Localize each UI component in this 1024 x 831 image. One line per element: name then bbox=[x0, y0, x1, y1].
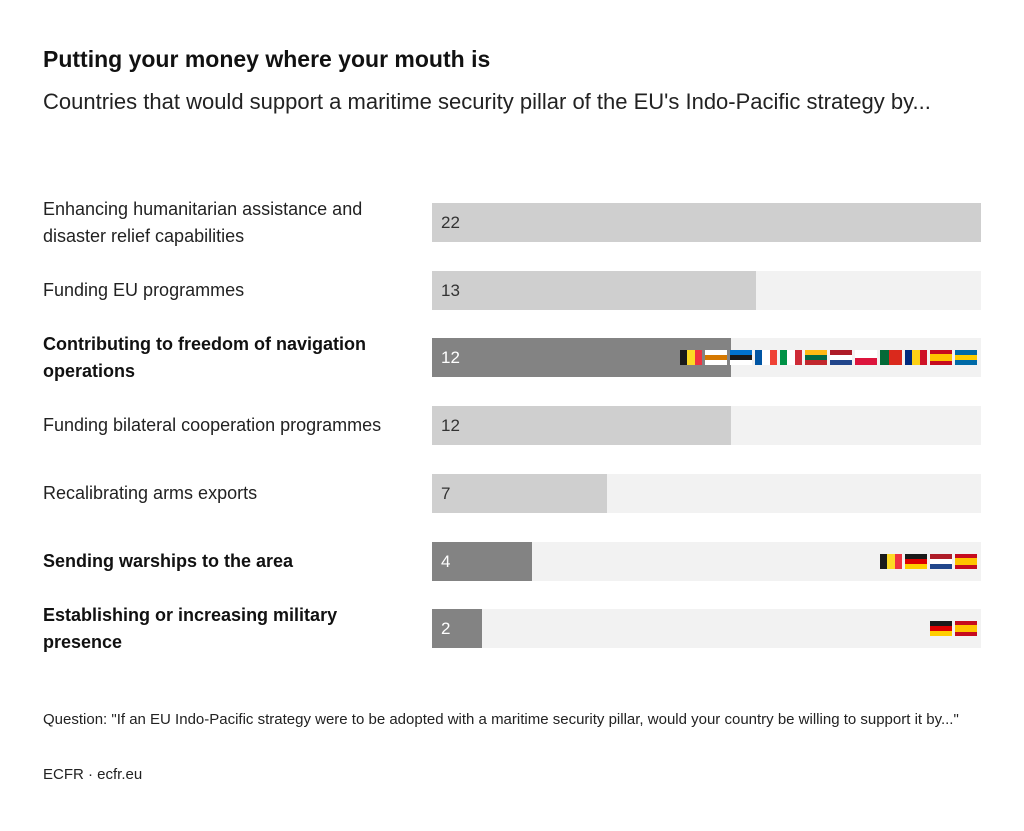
bar-value-label: 12 bbox=[441, 416, 460, 435]
category-label: Recalibrating arms exports bbox=[43, 483, 258, 503]
bar-track: 12 bbox=[432, 406, 981, 445]
flag-estonia-icon bbox=[730, 350, 752, 365]
flag-belgium-icon bbox=[880, 554, 902, 569]
category-label: Enhancing humanitarian assistance and di… bbox=[43, 198, 363, 246]
flag-spain-icon bbox=[930, 350, 952, 365]
flag-portugal-icon bbox=[880, 350, 902, 365]
bar bbox=[432, 271, 757, 310]
flag-germany-icon bbox=[905, 554, 927, 569]
question-footnote: Question: "If an EU Indo-Pacific strateg… bbox=[43, 711, 959, 728]
flag-germany-icon bbox=[930, 621, 952, 636]
source-credit: ECFR · ecfr.eu bbox=[43, 766, 143, 783]
country-flags bbox=[930, 609, 977, 648]
flag-belgium-icon bbox=[680, 350, 702, 365]
flag-cyprus-icon bbox=[705, 350, 727, 365]
country-flags bbox=[880, 542, 977, 581]
bar bbox=[432, 609, 482, 648]
flag-spain-icon bbox=[955, 621, 977, 636]
flag-sweden-icon bbox=[955, 350, 977, 365]
flag-netherlands-icon bbox=[830, 350, 852, 365]
bar bbox=[432, 474, 607, 513]
bar-track: 13 bbox=[432, 271, 981, 310]
bar-value-label: 22 bbox=[441, 213, 460, 232]
flag-italy-icon bbox=[780, 350, 802, 365]
chart-title: Putting your money where your mouth is bbox=[43, 46, 491, 72]
flag-spain-icon bbox=[955, 554, 977, 569]
bar bbox=[432, 542, 532, 581]
bar-value-label: 2 bbox=[441, 619, 451, 638]
flag-romania-icon bbox=[905, 350, 927, 365]
bar-value-label: 12 bbox=[441, 348, 460, 367]
bar-track: 22 bbox=[432, 203, 981, 242]
bar-track: 7 bbox=[432, 474, 981, 513]
bar-track: 4 bbox=[432, 542, 981, 581]
flag-lithuania-icon bbox=[805, 350, 827, 365]
bar-value-label: 4 bbox=[441, 552, 451, 571]
bar-value-label: 13 bbox=[441, 281, 460, 300]
category-label: Sending warships to the area bbox=[43, 551, 294, 571]
bar-track: 12 bbox=[432, 338, 981, 377]
flag-netherlands-icon bbox=[930, 554, 952, 569]
chart-subtitle: Countries that would support a maritime … bbox=[43, 89, 931, 114]
category-label: Contributing to freedom of navigation op… bbox=[43, 333, 366, 381]
bar bbox=[432, 406, 732, 445]
category-label: Funding bilateral cooperation programmes bbox=[43, 415, 382, 435]
bar-track: 2 bbox=[432, 609, 981, 648]
bar bbox=[432, 203, 981, 242]
flag-poland-icon bbox=[855, 350, 877, 365]
category-label: Funding EU programmes bbox=[43, 280, 245, 300]
bar-value-label: 7 bbox=[441, 484, 451, 503]
flag-france-icon bbox=[755, 350, 777, 365]
country-flags bbox=[680, 338, 977, 377]
category-label: Establishing or increasing military pres… bbox=[43, 604, 338, 652]
